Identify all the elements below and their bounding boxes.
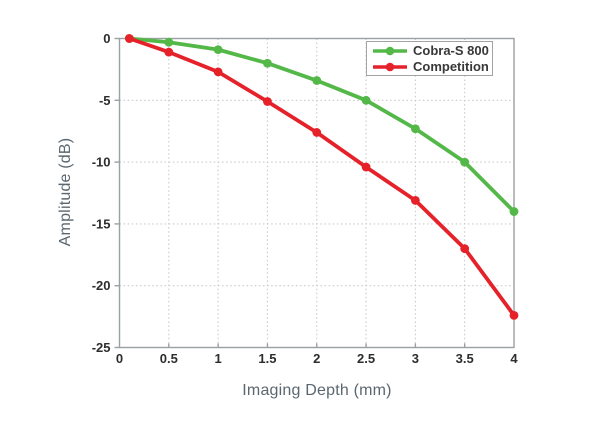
legend-red-line-marker-icon: [373, 62, 407, 71]
y-tick-label: -10: [92, 155, 111, 170]
legend-green-line-marker-icon: [373, 46, 407, 55]
y-axis-title: Amplitude (dB): [57, 137, 74, 247]
data-point-competition: [213, 67, 223, 77]
legend-item-competition: Competition: [373, 59, 492, 74]
legend-label-competition: Competition: [413, 59, 489, 74]
data-point-cobra-s-800: [213, 45, 223, 55]
data-point-competition: [312, 128, 322, 137]
data-point-competition: [460, 244, 470, 254]
series-competition: [124, 34, 519, 320]
data-point-competition: [124, 34, 134, 43]
legend-label-cobra-s-800: Cobra-S 800: [413, 43, 489, 58]
y-tick-label: -5: [99, 93, 111, 108]
x-tick-label: 3.5: [456, 351, 474, 366]
y-tick-label: -20: [92, 278, 111, 293]
tick-labels: 0 0.5 1 1.5 2 2.5 3 3.5 4 0 -5 -10 -15 -20 -25: [92, 31, 519, 366]
x-tick-label: 3: [412, 351, 419, 366]
data-point-cobra-s-800: [460, 157, 470, 167]
y-tick-label: 0: [103, 31, 110, 46]
tick-marks: [114, 37, 466, 349]
data-point-cobra-s-800: [410, 124, 420, 134]
x-tick-label: 4: [510, 351, 518, 366]
y-tick-label: -25: [92, 340, 111, 355]
legend-item-cobra-s-800: Cobra-S 800: [373, 43, 492, 58]
y-tick-label: -15: [92, 216, 111, 231]
data-point-cobra-s-800: [509, 207, 519, 216]
x-tick-label: 1.5: [258, 351, 276, 366]
data-point-cobra-s-800: [263, 58, 272, 68]
series-cobra-s-800: [124, 34, 519, 216]
gridlines: [119, 38, 514, 348]
x-tick-label: 1: [215, 351, 222, 366]
data-point-competition: [509, 310, 519, 320]
x-tick-label: 2: [313, 351, 320, 366]
chart-legend: Cobra-S 800 Competition: [366, 41, 493, 76]
x-axis-title: Imaging Depth (mm): [242, 382, 392, 399]
x-tick-label: 2.5: [357, 351, 375, 366]
x-tick-label: 0.5: [160, 351, 178, 366]
data-point-competition: [361, 162, 371, 172]
data-point-competition: [410, 196, 420, 205]
data-point-cobra-s-800: [312, 76, 322, 85]
x-tick-label: 0: [116, 351, 123, 366]
data-point-competition: [164, 47, 174, 57]
data-point-cobra-s-800: [164, 37, 174, 47]
data-point-competition: [263, 97, 272, 106]
data-point-cobra-s-800: [361, 95, 371, 105]
